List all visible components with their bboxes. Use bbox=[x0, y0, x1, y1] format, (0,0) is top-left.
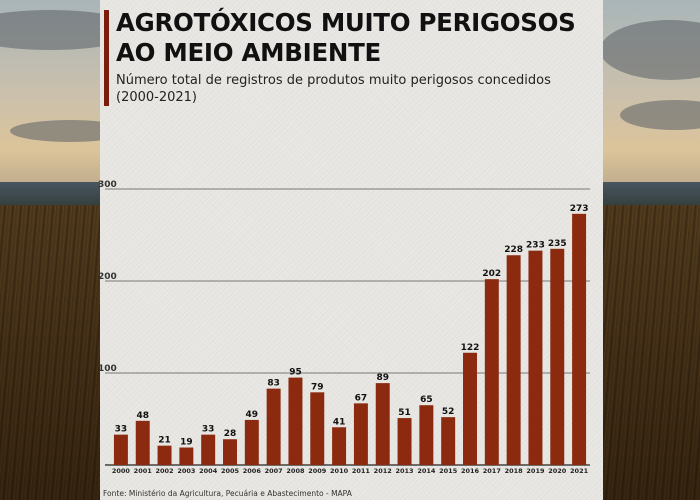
x-tick-label: 2020 bbox=[548, 467, 567, 475]
title-accent-bar bbox=[104, 10, 109, 106]
chart-title: AGROTÓXICOS MUITO PERIGOSOS AO MEIO AMBI… bbox=[116, 8, 576, 67]
data-label: 233 bbox=[526, 241, 545, 251]
data-label: 28 bbox=[224, 429, 237, 439]
data-label: 273 bbox=[570, 204, 589, 214]
cloud bbox=[620, 100, 700, 130]
data-label: 95 bbox=[289, 368, 302, 378]
x-tick-label: 2006 bbox=[243, 467, 262, 475]
bar-2007 bbox=[266, 388, 281, 465]
y-tick-label: 300 bbox=[98, 180, 117, 190]
x-tick-label: 2016 bbox=[461, 467, 480, 475]
x-tick-label: 2003 bbox=[177, 467, 195, 475]
x-tick-label: 2008 bbox=[286, 467, 305, 475]
x-tick-label: 2018 bbox=[505, 467, 524, 475]
x-tick-label: 2000 bbox=[112, 467, 131, 475]
data-label: 33 bbox=[202, 425, 215, 435]
x-tick-label: 2015 bbox=[439, 467, 458, 475]
x-tick-label: 2009 bbox=[308, 467, 327, 475]
bar-2010 bbox=[332, 427, 347, 465]
chart-subtitle: Número total de registros de produtos mu… bbox=[116, 73, 551, 105]
bar-2021 bbox=[572, 213, 587, 465]
x-tick-label: 2001 bbox=[134, 467, 153, 475]
bar-2011 bbox=[353, 403, 368, 465]
x-tick-label: 2005 bbox=[221, 467, 240, 475]
bar-2014 bbox=[419, 405, 434, 465]
data-label: 52 bbox=[442, 407, 455, 417]
bar-2002 bbox=[157, 445, 172, 465]
data-label: 235 bbox=[548, 239, 567, 249]
bar-2017 bbox=[484, 279, 499, 465]
data-label: 33 bbox=[115, 425, 128, 435]
x-tick-label: 2017 bbox=[483, 467, 501, 475]
data-label: 19 bbox=[180, 438, 193, 448]
bar-2009 bbox=[310, 392, 325, 465]
data-label: 49 bbox=[246, 410, 259, 420]
bar-2013 bbox=[397, 418, 412, 465]
x-tick-label: 2021 bbox=[570, 467, 589, 475]
data-label: 89 bbox=[376, 373, 389, 383]
label-layer: 33 2000 48 2001 21 2002 19 2003 33 2004 28 2005 49 20… bbox=[112, 204, 589, 475]
data-label: 67 bbox=[355, 393, 368, 403]
data-label: 21 bbox=[158, 436, 171, 446]
data-label: 48 bbox=[136, 411, 149, 421]
data-label: 122 bbox=[461, 343, 480, 353]
x-tick-label: 2007 bbox=[265, 467, 283, 475]
bar-2016 bbox=[463, 352, 477, 465]
x-tick-label: 2004 bbox=[199, 467, 218, 475]
bar-2019 bbox=[528, 250, 543, 465]
data-label: 79 bbox=[311, 382, 324, 392]
bar-2006 bbox=[244, 419, 259, 465]
data-label: 83 bbox=[267, 379, 280, 389]
chart-panel bbox=[100, 0, 603, 500]
x-tick-label: 2012 bbox=[374, 467, 392, 475]
bar-2000 bbox=[113, 434, 128, 465]
bar-2018 bbox=[506, 255, 521, 465]
bar-2003 bbox=[179, 447, 194, 465]
bar-2004 bbox=[201, 434, 216, 465]
x-tick-label: 2013 bbox=[395, 467, 413, 475]
bar-2020 bbox=[550, 248, 565, 465]
x-tick-label: 2002 bbox=[155, 467, 173, 475]
y-tick-label: 200 bbox=[98, 272, 117, 282]
bar-layer bbox=[113, 213, 587, 465]
data-label: 202 bbox=[482, 269, 501, 279]
x-tick-label: 2019 bbox=[526, 467, 545, 475]
bar-2005 bbox=[223, 439, 237, 465]
y-tick-label: 100 bbox=[98, 364, 117, 374]
bar-2015 bbox=[441, 417, 456, 465]
data-label: 51 bbox=[398, 408, 411, 418]
data-label: 65 bbox=[420, 395, 433, 405]
x-tick-label: 2010 bbox=[330, 467, 349, 475]
data-label: 228 bbox=[504, 245, 523, 255]
x-tick-label: 2014 bbox=[417, 467, 436, 475]
source-note: Fonte: Ministério da Agricultura, Pecuár… bbox=[103, 489, 352, 498]
bar-2012 bbox=[375, 383, 390, 465]
bar-2001 bbox=[135, 420, 150, 465]
data-label: 41 bbox=[333, 417, 346, 427]
x-tick-label: 2011 bbox=[352, 467, 371, 475]
bar-2008 bbox=[288, 377, 303, 465]
